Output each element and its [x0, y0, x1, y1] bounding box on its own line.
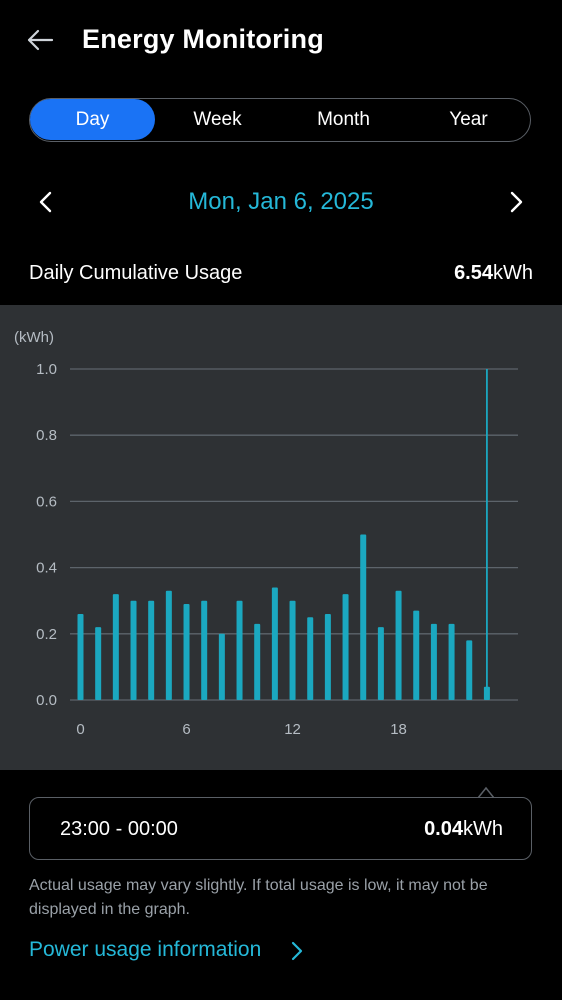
chevron-right-icon[interactable]: [290, 940, 304, 962]
bar-hour-17[interactable]: [377, 627, 384, 700]
bar-hour-11[interactable]: [271, 587, 278, 700]
period-tabs: Day Week Month Year: [29, 98, 531, 142]
bar-hour-4[interactable]: [148, 600, 155, 700]
bar-hour-21[interactable]: [448, 623, 455, 700]
bar-hour-6[interactable]: [183, 604, 190, 700]
bar-hour-7[interactable]: [201, 600, 208, 700]
bar-hour-16[interactable]: [360, 534, 367, 701]
disclaimer-text: Actual usage may vary slightly. If total…: [29, 877, 488, 918]
tooltip-time-range: 23:00 - 00:00: [60, 818, 178, 840]
bar-hour-3[interactable]: [130, 600, 137, 700]
bar-hour-9[interactable]: [236, 600, 243, 700]
bar-hour-0[interactable]: [77, 613, 84, 700]
tab-day[interactable]: Day: [30, 99, 155, 140]
chevron-left-icon[interactable]: [37, 190, 55, 214]
y-tick-label: 0.0: [36, 692, 57, 709]
x-tick-label: 6: [182, 721, 190, 738]
y-tick-label: 0.8: [36, 427, 57, 444]
y-tick-label: 0.2: [36, 626, 57, 643]
chevron-right-icon[interactable]: [507, 190, 525, 214]
selected-hour-tooltip: 23:00 - 00:00 0.04kWh: [29, 797, 532, 860]
bar-hour-5[interactable]: [165, 590, 172, 700]
tab-week[interactable]: Week: [193, 109, 242, 130]
x-tick-label: 0: [76, 721, 84, 738]
date-navigator: Mon, Jan 6, 2025: [0, 180, 562, 224]
selected-date[interactable]: Mon, Jan 6, 2025: [188, 188, 374, 215]
tab-year[interactable]: Year: [449, 109, 488, 130]
usage-number: 6.54: [454, 262, 493, 284]
x-tick-label: 12: [284, 721, 301, 738]
bar-hour-10[interactable]: [254, 623, 261, 700]
usage-bar-chart[interactable]: (kWh) 0.0 0.2 0.4 0.6 0.8 1.0 0 6 12 18: [0, 305, 562, 770]
bar-hour-23[interactable]: [483, 686, 490, 700]
app-header: Energy Monitoring: [0, 0, 562, 84]
y-axis-label: (kWh): [14, 329, 54, 346]
page-title: Energy Monitoring: [82, 24, 324, 54]
bar-hour-12[interactable]: [289, 600, 296, 700]
tab-month[interactable]: Month: [317, 109, 370, 130]
bar-hour-20[interactable]: [430, 623, 437, 700]
back-arrow-icon[interactable]: [26, 28, 54, 52]
power-usage-info-link[interactable]: Power usage information: [29, 938, 262, 961]
bar-hour-8[interactable]: [218, 633, 225, 700]
x-tick-label: 18: [390, 721, 407, 738]
tooltip-pointer: [478, 786, 494, 798]
y-tick-label: 0.4: [36, 560, 57, 577]
tooltip-unit: kWh: [463, 818, 503, 840]
bar-hour-22[interactable]: [466, 640, 473, 700]
tooltip-value: 0.04kWh: [424, 818, 503, 841]
bar-hour-1[interactable]: [95, 627, 102, 700]
bar-hour-14[interactable]: [324, 613, 331, 700]
bar-hour-2[interactable]: [112, 594, 119, 700]
bar-hour-19[interactable]: [413, 610, 420, 700]
y-tick-label: 1.0: [36, 361, 57, 378]
bar-hour-15[interactable]: [342, 594, 349, 700]
usage-label: Daily Cumulative Usage: [29, 262, 243, 284]
usage-value: 6.54kWh: [454, 262, 533, 285]
usage-unit: kWh: [493, 262, 533, 284]
bar-hour-18[interactable]: [395, 590, 402, 700]
usage-chart[interactable]: (kWh) 0.0 0.2 0.4 0.6 0.8 1.0 0 6 12 18: [0, 305, 562, 770]
tooltip-number: 0.04: [424, 818, 463, 840]
daily-usage-summary: Daily Cumulative Usage 6.54kWh: [0, 258, 562, 292]
bar-hour-13[interactable]: [307, 617, 314, 700]
y-tick-label: 0.6: [36, 493, 57, 510]
